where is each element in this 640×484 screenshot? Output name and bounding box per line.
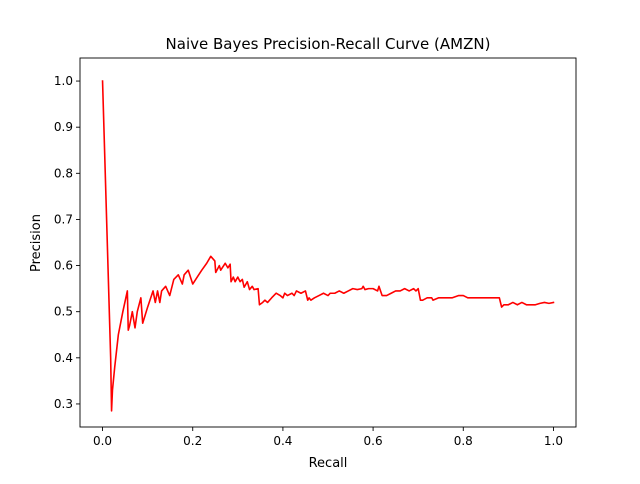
x-tick-label: 0.6 [364,434,383,448]
y-axis-label: Precision [29,214,44,272]
y-tick-label: 0.6 [54,259,73,273]
plot-area [79,57,577,428]
x-tick-label: 0.4 [273,434,292,448]
y-tick-label: 0.4 [54,351,73,365]
y-tick-label: 0.7 [54,212,73,226]
x-tick-label: 0.2 [183,434,202,448]
x-tick-label: 0.0 [93,434,112,448]
y-tick-label: 0.8 [54,166,73,180]
pr-curve-line-0 [101,80,555,412]
x-axis: 0.0 0.2 0.4 0.6 0.8 1.0 [93,427,563,448]
axes-frame [79,57,577,428]
y-tick-label: 1.0 [54,74,73,88]
chart-title: Naive Bayes Precision-Recall Curve (AMZN… [166,35,491,53]
x-tick-label: 0.8 [454,434,473,448]
y-tick-label: 0.3 [54,397,73,411]
x-axis-label: Recall [309,456,348,471]
x-tick-label: 1.0 [544,434,563,448]
y-tick-label: 0.5 [54,305,73,319]
y-tick-label: 0.9 [54,120,73,134]
y-axis: 0.3 0.4 0.5 0.6 0.7 0.8 0.9 1.0 [54,74,80,411]
